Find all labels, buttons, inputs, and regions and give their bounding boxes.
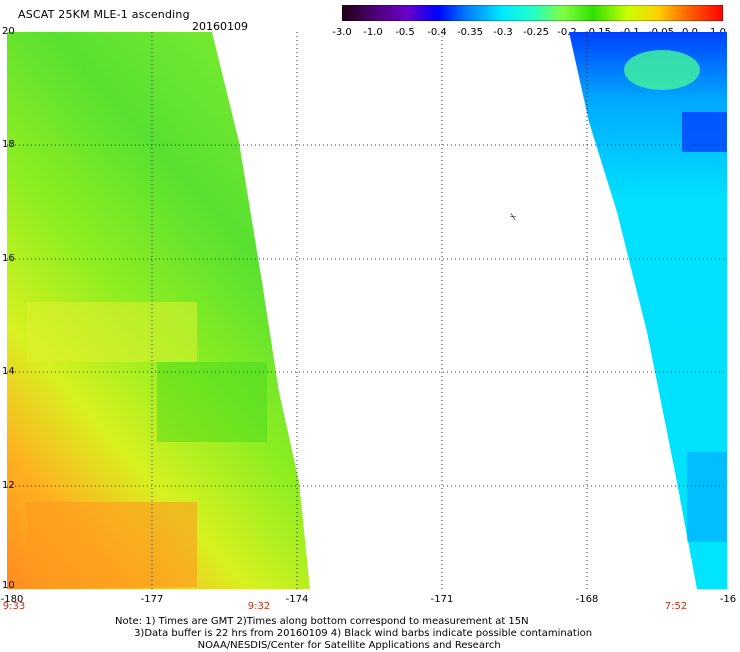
pass-time: 9:33 [2,601,26,612]
map-date: 20160109 [192,20,248,33]
footnote-line: 3)Data buffer is 22 hrs from 20160109 4)… [115,628,593,639]
grid-lines [7,32,727,589]
x-axis-label: -177 [140,594,164,605]
y-axis-label: 12 [2,480,15,491]
colorbar [342,5,723,21]
footnote-line: NOAA/NESDIS/Center for Satellite Applica… [115,640,501,651]
colorbar-tick: -0.2 [557,27,577,38]
right-swath-deep-blue-patch [682,112,727,152]
y-axis-label: 10 [2,580,15,591]
colorbar-tick: -3.0 [332,27,352,38]
x-axis-label: -171 [430,594,454,605]
right-swath-green-patch [624,50,700,90]
y-axis-label: 14 [2,366,15,377]
left-swath-green-patch [157,362,267,442]
y-axis-label: 18 [2,139,15,150]
map-title: ASCAT 25KM MLE-1 ascending [18,8,190,21]
footnotes: Note: 1) Times are GMT 2)Times along bot… [115,616,592,652]
x-axis-label: -174 [285,594,309,605]
y-axis-label: 16 [2,253,15,264]
colorbar-tick: -0.3 [493,27,513,38]
colorbar-tick: -0.25 [523,27,549,38]
x-axis-label: -16 [719,594,737,605]
contamination-marker: ⍀ [510,212,516,223]
x-axis-label: -180 [0,594,24,605]
y-axis-label: 20 [2,26,15,37]
colorbar-tick: -0.4 [427,27,447,38]
colorbar-tick: -0.35 [457,27,483,38]
colorbar-tick: -0.5 [395,27,415,38]
pass-time: 7:52 [664,601,688,612]
right-swath [569,32,727,589]
right-swath-blue-patch [687,452,727,542]
x-axis-label: -168 [575,594,599,605]
swath-map [7,32,727,589]
left-swath-yellow-band [27,302,197,362]
pass-time: 9:32 [247,601,271,612]
colorbar-tick: -1.0 [363,27,383,38]
left-swath-orange-patch [27,502,197,587]
footnote-line: Note: 1) Times are GMT 2)Times along bot… [115,616,529,627]
